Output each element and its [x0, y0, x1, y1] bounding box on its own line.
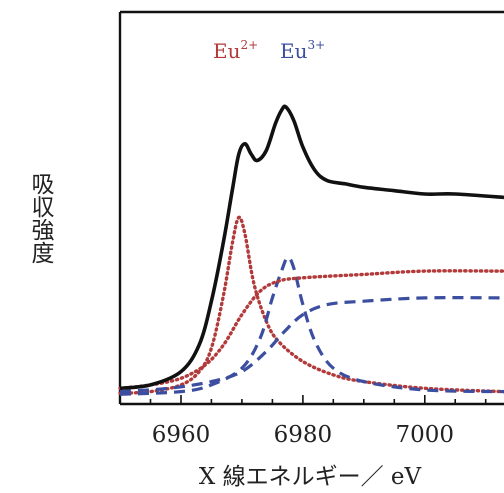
legend-entry-eu2: Eu2+ [213, 38, 258, 63]
legend-eu3-label: Eu [280, 39, 308, 63]
legend-eu3-superscript: 3+ [307, 38, 325, 52]
x-tick-label: 6980 [274, 422, 333, 448]
legend-eu2-superscript: 2+ [240, 38, 258, 52]
x-tick-label: 7000 [396, 422, 455, 448]
series-line-total [119, 104, 504, 391]
legend-entry-eu3: Eu3+ [280, 38, 325, 63]
x-tick-layer: 6960 6980 7000 [119, 395, 487, 448]
legend-eu2-label: Eu [213, 39, 241, 63]
x-tick-label: 6960 [152, 422, 211, 448]
series-line-eu2-step [118, 269, 504, 390]
series-line-eu3-step [119, 296, 504, 394]
series-layer [118, 104, 504, 396]
x-axis-title: X 線エネルギー／ eV [199, 464, 422, 490]
y-axis-title: 吸収強度 [27, 172, 55, 264]
series-line-eu2 [118, 215, 504, 395]
